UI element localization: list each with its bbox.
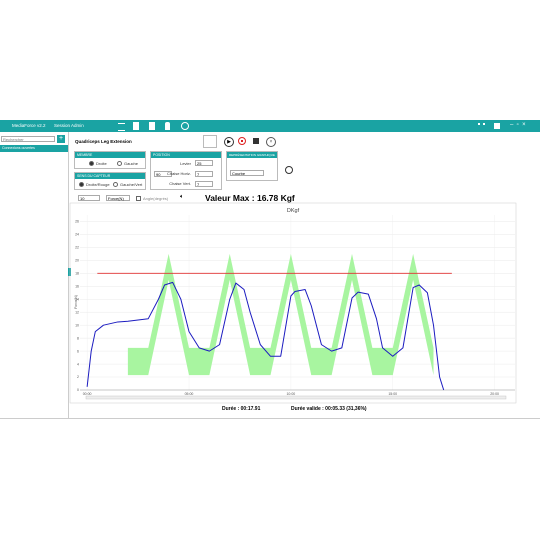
- camera-icon[interactable]: [494, 123, 500, 129]
- option-label: Gauche/Vert: [120, 182, 143, 187]
- y-tick-label: 6: [77, 349, 79, 353]
- option[interactable]: Droite: [89, 161, 107, 167]
- checkbox-label: Angle(degrés): [143, 196, 169, 201]
- y-tick-label: 14: [75, 297, 79, 301]
- play-button[interactable]: ▶: [224, 137, 234, 147]
- field-label: Chaise Vert.: [169, 181, 191, 186]
- x-tick-label: 20:00: [490, 392, 499, 396]
- graph-panel: REPRÉSENTATION GRAPHIQUE Courbe: [226, 151, 278, 181]
- chart-title: DKgf: [287, 208, 300, 214]
- settings-icon[interactable]: [181, 122, 189, 130]
- force-line: [86, 281, 445, 391]
- x-tick-label: 10:00: [286, 392, 295, 396]
- panel-header: POSITION: [151, 152, 221, 158]
- y-tick-label: 0: [77, 388, 79, 392]
- exercise-name: Quadriceps Leg Extension: [75, 139, 132, 144]
- rate-select[interactable]: 10: [78, 195, 100, 201]
- option[interactable]: Gauche: [117, 161, 139, 167]
- position-panel: POSITION Levier 25 90 Chaise Horiz. 7 Ch…: [150, 151, 222, 190]
- chart-frame: [69, 202, 517, 404]
- device-icon[interactable]: [133, 122, 139, 130]
- y-axis-label: Force(N): [74, 295, 78, 309]
- y-tick-label: 4: [77, 362, 79, 366]
- session: Session Admin: [54, 123, 84, 128]
- sensor-panel: SENS DU CAPTEUR Droite/Rouge Gauche/Vert: [74, 172, 146, 190]
- x-tick-label: 00:00: [83, 392, 92, 396]
- option[interactable]: Gauche/Vert: [113, 182, 143, 188]
- title-bar: MediaForce v2.2 Session Admin – ▫ ×: [0, 120, 540, 132]
- add-button[interactable]: +: [57, 135, 65, 143]
- field-value[interactable]: 7: [195, 171, 213, 177]
- y-tick-label: 8: [77, 336, 79, 340]
- sound-icon[interactable]: 🔈︎: [180, 194, 184, 200]
- y-tick-label: 20: [75, 259, 79, 263]
- y-tick-label: 24: [75, 233, 79, 237]
- y-tick-label: 22: [75, 246, 79, 250]
- y-tick-label: 2: [77, 375, 79, 379]
- search-box[interactable]: Rechercher: [1, 136, 55, 142]
- panel-header: MEMBRE: [75, 152, 145, 158]
- collapse-handle[interactable]: [68, 268, 71, 276]
- duration: Durée : 00:17.91: [222, 406, 261, 412]
- y-tick-label: 10: [75, 323, 79, 327]
- window-buttons[interactable]: – ▫ ×: [510, 122, 526, 128]
- exercise-image[interactable]: [203, 135, 217, 148]
- gear-icon[interactable]: [285, 166, 293, 174]
- field-value[interactable]: 7: [195, 181, 213, 187]
- angle-checkbox[interactable]: Angle(degrés): [136, 196, 169, 202]
- option[interactable]: Droite/Rouge: [79, 182, 110, 188]
- y-tick-label: 26: [75, 220, 79, 224]
- valid-duration: Durée valide : 00:05.33 (31,36%): [291, 406, 367, 412]
- menu-icon[interactable]: [118, 123, 125, 131]
- unit-select[interactable]: Force(N): [106, 195, 130, 201]
- sidebar: Rechercher + Connexions ouvertes: [0, 132, 69, 418]
- field-label: Levier: [180, 161, 191, 166]
- sidebar-header: Connexions ouvertes: [0, 145, 68, 152]
- panel-header: SENS DU CAPTEUR: [75, 173, 145, 179]
- field-value[interactable]: 25: [195, 160, 213, 166]
- stop-button[interactable]: [238, 137, 246, 145]
- angle-select[interactable]: 90: [154, 171, 172, 177]
- option-label: Gauche: [124, 161, 139, 166]
- y-tick-label: 12: [75, 310, 79, 314]
- x-tick-label: 05:00: [185, 392, 194, 396]
- graph-select[interactable]: Courbe: [230, 170, 264, 176]
- app-title: MediaForce v2.2: [12, 123, 46, 128]
- scrollbar[interactable]: [85, 395, 507, 400]
- user-icon[interactable]: [165, 122, 170, 130]
- wifi-icon: [478, 123, 485, 131]
- max-value: Valeur Max : 16.78 Kgf: [205, 193, 295, 203]
- member-panel: MEMBRE Droite Gauche: [74, 151, 146, 169]
- panel-header: REPRÉSENTATION GRAPHIQUE: [227, 152, 277, 158]
- option-label: Droite/Rouge: [86, 182, 110, 187]
- field-label: Chaise Horiz.: [166, 171, 191, 176]
- save-button[interactable]: [253, 138, 259, 144]
- y-tick-label: 18: [75, 272, 79, 276]
- target-zone: [127, 253, 434, 376]
- y-tick-label: 16: [75, 284, 79, 288]
- x-tick-label: 15:00: [388, 392, 397, 396]
- window-bottom: [0, 418, 540, 419]
- close-button[interactable]: ×: [266, 137, 276, 147]
- option-label: Droite: [96, 161, 107, 166]
- exercise-icon[interactable]: [149, 122, 155, 130]
